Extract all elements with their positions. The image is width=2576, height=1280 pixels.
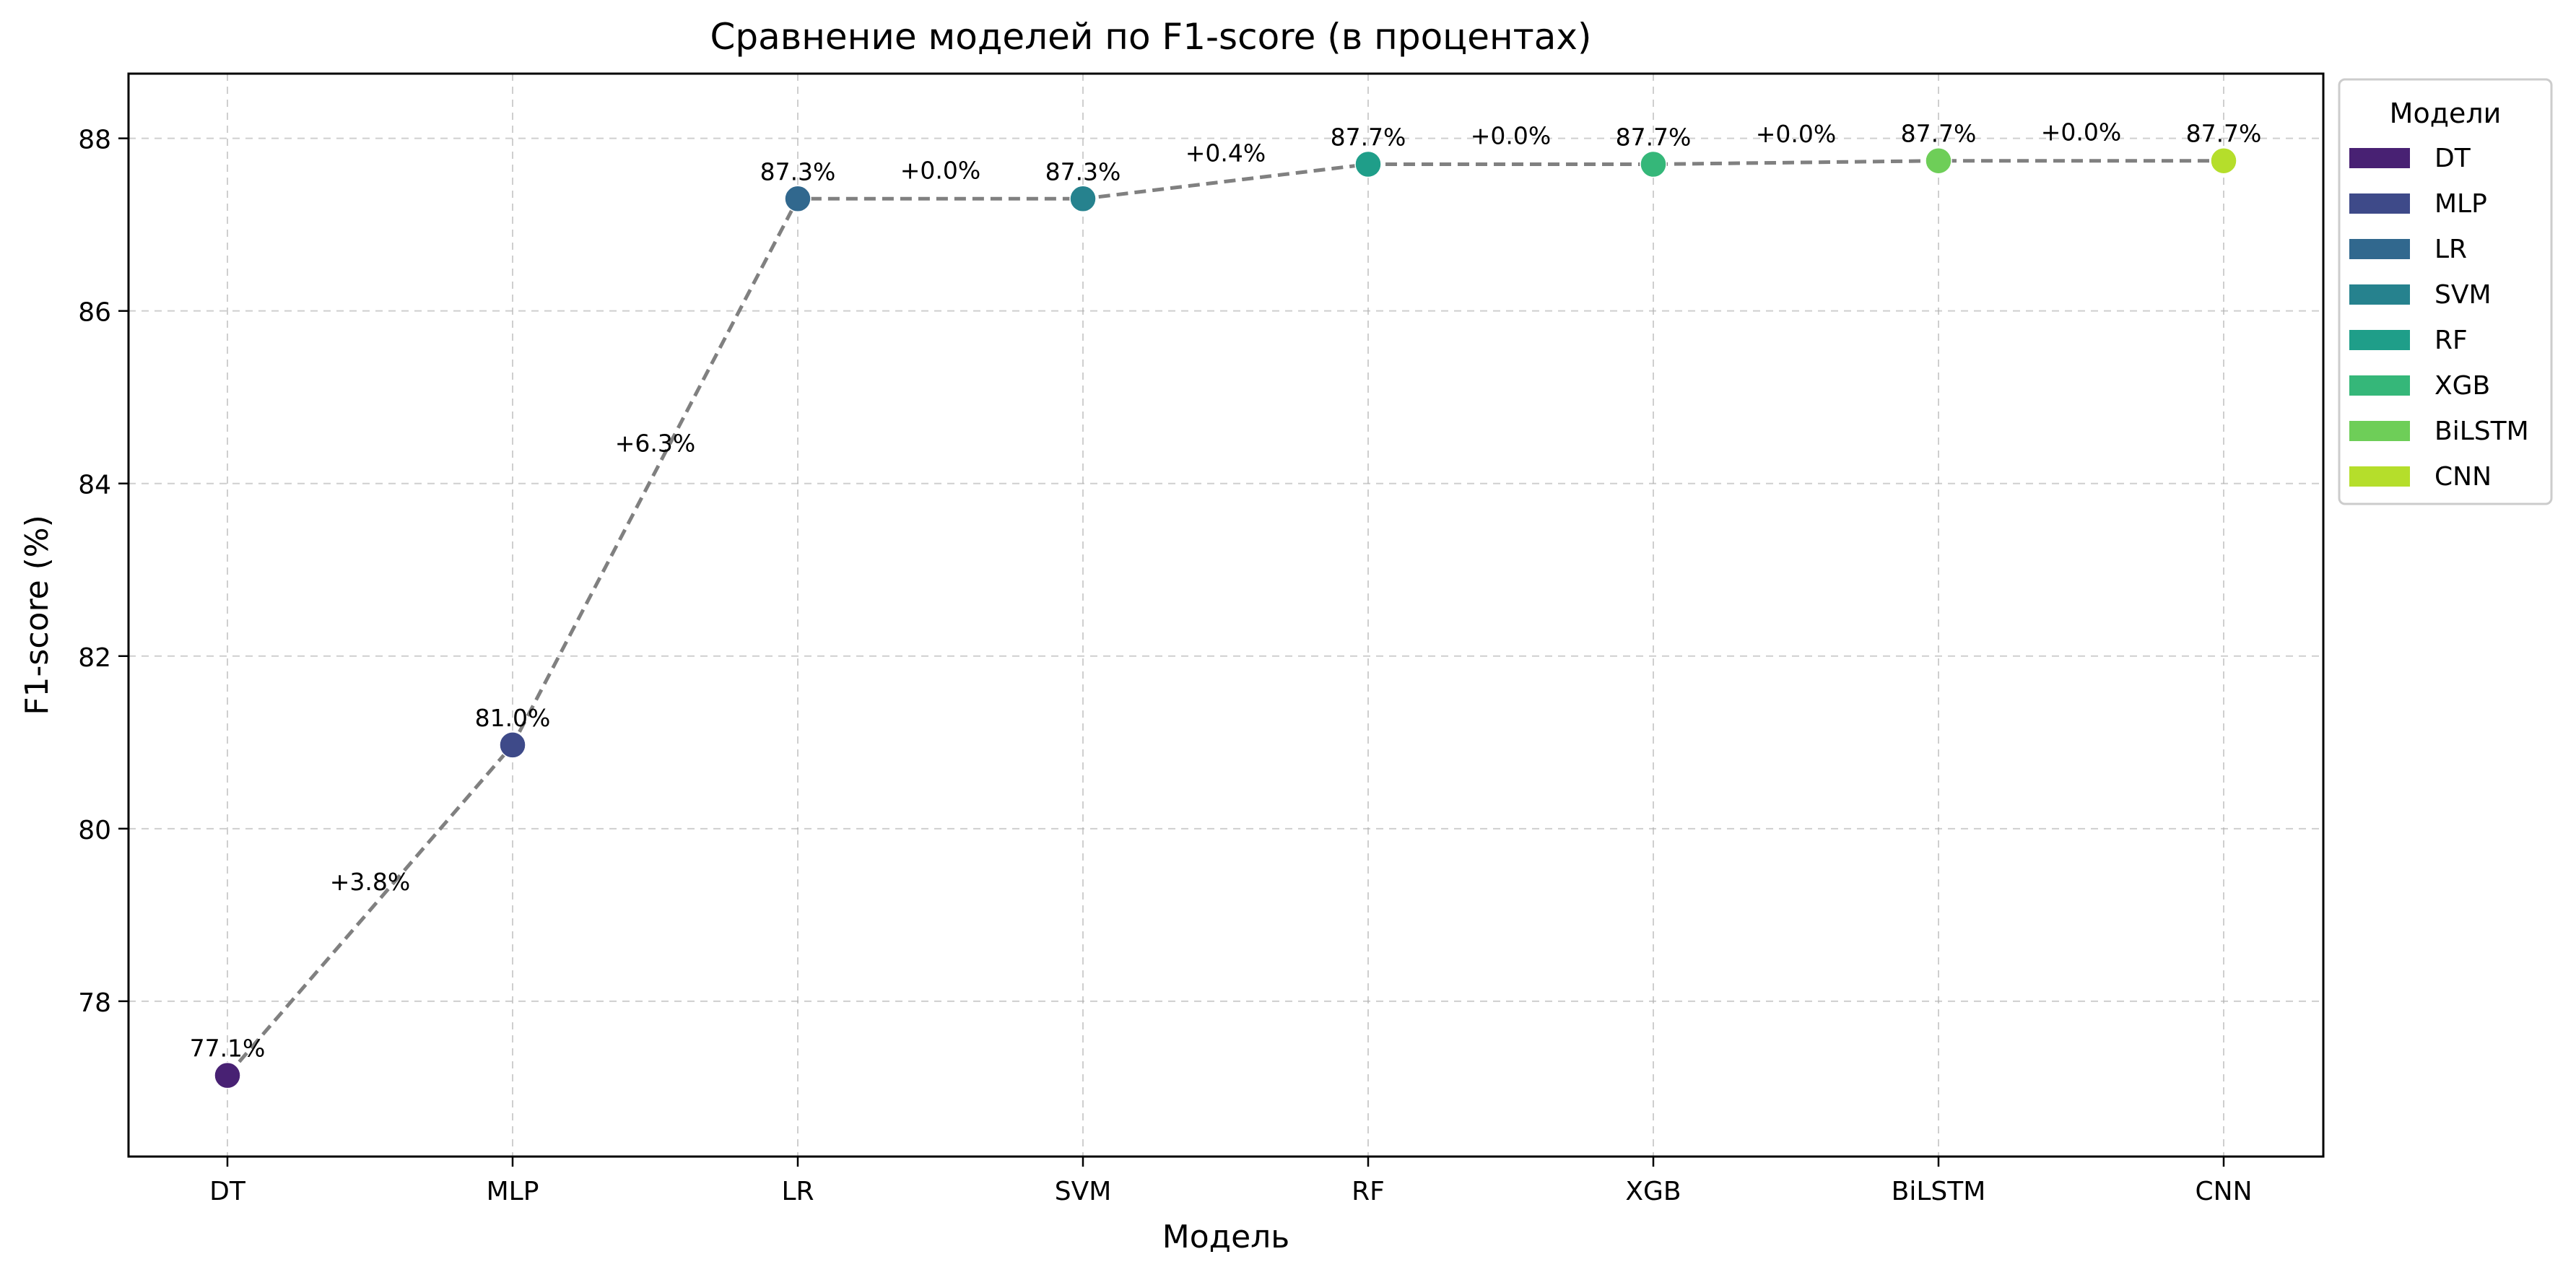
data-label: 77.1% [190, 1035, 266, 1063]
legend-entry-label: DT [2434, 144, 2471, 173]
legend-swatch [2349, 239, 2410, 259]
delta-label: +0.0% [2041, 118, 2122, 147]
x-axis-label: Модель [1162, 1219, 1289, 1255]
delta-label: +6.3% [615, 430, 696, 458]
y-tick-label: 80 [78, 816, 111, 845]
y-tick-label: 86 [78, 298, 111, 328]
data-point [1354, 150, 1382, 178]
legend-entry-label: SVM [2434, 280, 2492, 310]
data-point [499, 731, 526, 759]
axes: 78 80 82 84 86 88 DT MLP LR SVM RF XGB BiLSTM CNN [78, 126, 2252, 1206]
data-label: 87.3% [760, 157, 836, 186]
legend-swatch [2349, 421, 2410, 441]
legend-swatch [2349, 466, 2410, 487]
legend-swatch [2349, 330, 2410, 350]
data-label: 81.0% [475, 704, 551, 732]
legend-entry-label: LR [2434, 235, 2467, 264]
legend-entry-label: RF [2434, 326, 2468, 355]
data-point [2210, 147, 2237, 175]
legend-entry-label: MLP [2434, 189, 2487, 219]
y-axis-label: F1-score (%) [19, 515, 56, 715]
data-point [214, 1061, 241, 1089]
legend: Модели DT MLP LR SVM RF XGB BiLSTM CNN [2338, 78, 2553, 505]
legend-swatch [2349, 284, 2410, 305]
data-point [1925, 147, 1952, 175]
x-tick-label: DT [209, 1177, 246, 1206]
x-tick-label: XGB [1625, 1177, 1681, 1206]
x-tick-label: MLP [487, 1177, 539, 1206]
legend-entry-label: XGB [2434, 371, 2490, 401]
x-tick-label: SVM [1055, 1177, 1112, 1206]
plot-frame [127, 72, 2325, 1158]
data-label: 87.7% [1616, 123, 1692, 151]
x-tick-label: RF [1352, 1177, 1385, 1206]
legend-title: Модели [2390, 97, 2502, 129]
delta-label: +3.8% [330, 868, 411, 896]
data-label: 87.3% [1045, 157, 1121, 186]
legend-entry-label: BiLSTM [2434, 417, 2529, 446]
chart-title: Сравнение моделей по F1-score (в процент… [710, 16, 1591, 58]
plot-marks: 77.1% 81.0% 87.3% 87.3% 87.7% 87.7% 87.7% 87.7%… [190, 118, 2262, 1089]
y-tick-label: 78 [78, 988, 111, 1018]
legend-swatch [2349, 193, 2410, 214]
x-tick-label: LR [781, 1177, 814, 1206]
legend-swatch [2349, 375, 2410, 396]
x-tick-label: BiLSTM [1892, 1177, 1986, 1206]
data-label: 87.7% [2186, 120, 2262, 148]
data-point [1640, 150, 1667, 178]
y-tick-label: 82 [78, 643, 111, 673]
x-tick-label: CNN [2196, 1177, 2253, 1206]
delta-label: +0.0% [1471, 121, 1552, 149]
delta-label: +0.0% [900, 156, 981, 184]
legend-box [2338, 78, 2553, 505]
data-label: 87.7% [1331, 123, 1406, 151]
y-tick-label: 88 [78, 126, 111, 155]
delta-label: +0.4% [1185, 139, 1266, 167]
legend-swatch [2349, 148, 2410, 168]
data-point [1069, 185, 1097, 213]
grid-lines [129, 74, 2323, 1157]
y-tick-label: 84 [78, 471, 111, 500]
delta-label: +0.0% [1756, 120, 1837, 148]
data-label: 87.7% [1901, 120, 1977, 148]
data-point [784, 185, 811, 213]
legend-entry-label: CNN [2434, 462, 2492, 492]
trend-line [226, 159, 2224, 1077]
